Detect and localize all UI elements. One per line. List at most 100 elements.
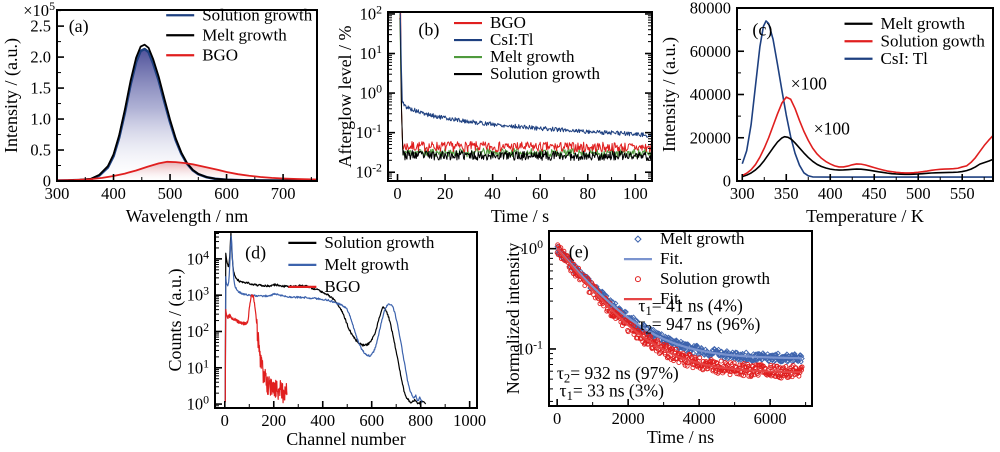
panel-e-series-fit-melt [556, 247, 803, 360]
panel-b-xtick: 0 [393, 184, 401, 203]
panel-d-ytick: 103 [187, 284, 210, 305]
panel-e-label: (e) [569, 241, 589, 262]
legend-item-label: Melt growth [660, 229, 745, 248]
legend-item-label: Solution growth [324, 233, 435, 252]
panel-b-series-solution-growth [399, 17, 652, 162]
panel-d: 0 200 400 600 800 1000 100 101 102 103 104 Channel … [165, 231, 486, 449]
legend-item-label: Solution growth [202, 5, 313, 24]
panel-b-xlabel: Time / s [491, 206, 549, 226]
panel-d-xtick: 800 [408, 411, 433, 430]
panel-c-label: (c) [752, 20, 772, 41]
panel-c-xtick: 400 [818, 184, 843, 203]
panel-d-xlabel: Channel number [286, 429, 405, 449]
panel-d-xtick: 0 [221, 411, 229, 430]
panel-d-label: (d) [245, 242, 266, 263]
panel-c-ytick: 20000 [690, 128, 731, 147]
panel-d-series-bgo-tail [256, 318, 288, 404]
panel-c-ytick: 40000 [690, 85, 731, 104]
panel-d-ytick: 104 [187, 247, 210, 268]
panel-c-series-solution-gowth [741, 96, 993, 177]
panel-e-annotation: τ2= 947 ns (96%) [638, 314, 760, 337]
panel-a-xtick: 300 [45, 184, 70, 203]
panel-e-xtick: 6000 [754, 409, 787, 428]
panel-e-annotation: τ1= 33 ns (3%) [560, 380, 665, 403]
panel-e-series [554, 242, 805, 381]
panel-c: 300 350 400 450 500 550 0 20000 40000 60000 80000 T… [659, 0, 994, 226]
panel-a-axes [56, 9, 318, 182]
panel-d-series-melt-growth [224, 235, 423, 403]
panel-d-ylabel: Counts / (a.u.) [165, 269, 186, 372]
panel-a-xtick: 400 [101, 184, 126, 203]
panel-b-series [399, 12, 652, 162]
panel-d-xtick: 200 [261, 411, 286, 430]
legend-item-label: Solution growth [660, 269, 771, 288]
legend-item-label: Fit. [660, 249, 683, 268]
panel-c-xtick: 500 [906, 184, 931, 203]
panel-c-ylabel: Intensity / (a.u.) [659, 37, 680, 152]
panel-b-ytick: 100 [360, 82, 383, 103]
legend-item-label: Solution growth [490, 64, 601, 83]
panel-d-ytick: 101 [187, 356, 210, 377]
panel-a: 300 400 500 600 700 0 0.5 1.0 1.5 2.0 2.5 Wavelengt… [1, 0, 318, 226]
panel-c-series [741, 20, 993, 178]
panel-b-axes [387, 11, 653, 182]
legend-item-label: CsI:Tl [490, 30, 534, 49]
panel-a-series-melt-growth [57, 43, 317, 181]
panel-d-series-bgo [224, 294, 258, 403]
panel-b-ytick: 10-1 [356, 121, 382, 142]
panel-b-ytick: 102 [360, 2, 383, 23]
panel-a-ytick: 0.5 [30, 141, 51, 160]
panel-c-xtick: 550 [950, 184, 975, 203]
panel-b-xtick: 80 [580, 184, 597, 203]
panel-e-annotation: τ1= 41 ns (4%) [638, 296, 743, 319]
panel-a-ytick: 2.0 [30, 48, 51, 67]
panel-c-xtick: 300 [730, 184, 755, 203]
panel-b-xtick: 100 [623, 184, 648, 203]
legend-item-label: Melt growth [324, 255, 409, 274]
panel-e-ytick: 100 [521, 237, 544, 258]
panel-c-series-csi-tl [741, 20, 993, 178]
panel-d-legend: Solution growth Melt growth BGO [288, 233, 435, 296]
panel-a-ytick: 1.5 [30, 79, 51, 98]
legend-sample-diamond [634, 235, 642, 243]
panel-c-xtick: 350 [774, 184, 799, 203]
panel-e-ytick: 10-1 [517, 337, 543, 358]
panel-e-series-fit-solution [556, 248, 803, 374]
panel-c-axes [736, 7, 994, 182]
panel-e-ylabel: Normalized intensity [503, 243, 523, 394]
panel-b-ylabel: Afterglow level / % [335, 25, 355, 167]
panel-c-ytick: 60000 [690, 42, 731, 61]
panel-a-xtick: 600 [214, 184, 239, 203]
panel-e: 0 2000 4000 6000 100 10-1 Time / ns Normalized … [503, 229, 813, 447]
legend-item-label: Solution gowth [881, 31, 986, 50]
legend-item-label: Melt growth [881, 14, 966, 33]
panel-d-ytick: 100 [187, 393, 210, 414]
panel-b-xtick: 40 [484, 184, 501, 203]
panel-e-xtick: 4000 [683, 409, 716, 428]
legend-item-label: Melt growth [490, 47, 575, 66]
panel-d-series-solution-growth [224, 232, 427, 405]
panel-a-series-bgo [57, 160, 317, 181]
panel-c-annotation: ×100 [791, 73, 827, 93]
panel-c-series-melt-growth [742, 135, 993, 178]
panel-c-ytick: 80000 [690, 0, 731, 18]
panel-b: 0 20 40 60 80 100 10-2 10-1 100 101 102 Time / s Aft… [335, 2, 653, 226]
panel-d-xtick: 600 [359, 411, 384, 430]
legend-sample-circle [634, 276, 641, 283]
panel-e-annotation: τ2= 932 ns (97%) [557, 363, 679, 386]
panel-b-xtick: 60 [532, 184, 549, 203]
panel-c-ytick: 0 [723, 172, 731, 191]
legend-item-label: BGO [490, 13, 526, 32]
legend-item-label: BGO [202, 45, 238, 64]
panel-a-series-solution-growth [57, 47, 317, 181]
panel-b-xtick: 20 [437, 184, 454, 203]
legend-item-label: Fit. [660, 289, 683, 308]
legend-item-label: BGO [324, 277, 360, 296]
panel-a-label: (a) [69, 16, 89, 37]
panel-d-axes [214, 231, 478, 409]
panel-b-label: (b) [418, 20, 439, 41]
